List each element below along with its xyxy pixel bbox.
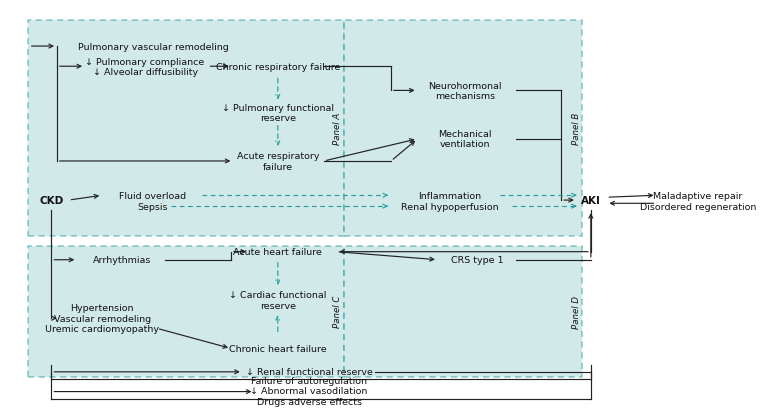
Text: ↓ Renal functional reserve: ↓ Renal functional reserve [246,367,372,376]
Text: Neurohormonal
mechanisms: Neurohormonal mechanisms [429,81,502,101]
FancyBboxPatch shape [344,246,583,377]
Text: Panel D: Panel D [572,295,580,328]
Text: Failure of autoregulation
↓ Abnormal vasodilation
Drugs adverse effects: Failure of autoregulation ↓ Abnormal vas… [250,376,368,406]
Text: Renal hypoperfusion: Renal hypoperfusion [400,202,498,211]
Text: Hypertension
Vascular remodeling
Uremic cardiomyopathy: Hypertension Vascular remodeling Uremic … [45,303,160,333]
Text: Sepsis: Sepsis [138,202,168,211]
Text: Disordered regeneration: Disordered regeneration [640,202,756,211]
FancyBboxPatch shape [344,21,583,236]
Text: Chronic respiratory failure: Chronic respiratory failure [216,63,340,72]
Text: Fluid overload: Fluid overload [120,191,186,200]
Text: Maladaptive repair: Maladaptive repair [653,191,742,200]
FancyBboxPatch shape [28,21,344,236]
Text: Mechanical
ventilation: Mechanical ventilation [439,130,492,149]
Text: Chronic heart failure: Chronic heart failure [229,344,327,353]
Text: Panel B: Panel B [572,112,580,144]
Text: Acute heart failure: Acute heart failure [233,247,322,256]
Text: CRS type 1: CRS type 1 [450,256,503,265]
Text: Arrhythmias: Arrhythmias [92,256,151,265]
Text: CKD: CKD [39,196,63,206]
Text: Panel A: Panel A [333,112,343,144]
Text: Panel C: Panel C [333,295,343,328]
Text: Acute respiratory
failure: Acute respiratory failure [237,152,319,171]
Text: ↓ Cardiac functional
reserve: ↓ Cardiac functional reserve [229,291,327,310]
Text: AKI: AKI [581,196,601,206]
Text: Inflammation: Inflammation [418,191,481,200]
Text: ↓ Pulmonary compliance
↓ Alveolar diffusibility: ↓ Pulmonary compliance ↓ Alveolar diffus… [85,57,205,77]
Text: Pulmonary vascular remodeling: Pulmonary vascular remodeling [77,43,228,52]
Text: ↓ Pulmonary functional
reserve: ↓ Pulmonary functional reserve [222,103,334,123]
FancyBboxPatch shape [28,246,344,377]
